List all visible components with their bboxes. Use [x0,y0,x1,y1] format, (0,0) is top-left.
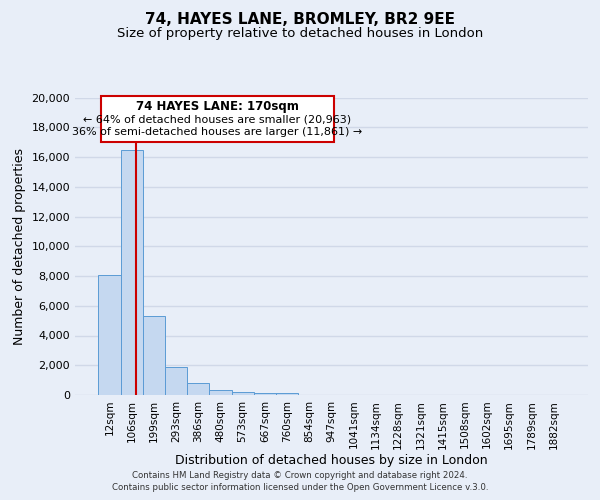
Text: 74 HAYES LANE: 170sqm: 74 HAYES LANE: 170sqm [136,100,299,112]
FancyBboxPatch shape [101,96,334,142]
Bar [276,394,298,395]
Text: ← 64% of detached houses are smaller (20,963): ← 64% of detached houses are smaller (20… [83,114,351,124]
Text: Size of property relative to detached houses in London: Size of property relative to detached ho… [117,28,483,40]
Text: Contains HM Land Registry data © Crown copyright and database right 2024.: Contains HM Land Registry data © Crown c… [132,471,468,480]
Bar [121,150,143,395]
Text: 36% of semi-detached houses are larger (11,861) →: 36% of semi-detached houses are larger (… [72,127,362,137]
Bar [143,316,165,395]
Bar [209,390,232,395]
Bar [165,368,187,395]
Y-axis label: Number of detached properties: Number of detached properties [13,148,26,345]
X-axis label: Distribution of detached houses by size in London: Distribution of detached houses by size … [175,454,488,467]
Text: 74, HAYES LANE, BROMLEY, BR2 9EE: 74, HAYES LANE, BROMLEY, BR2 9EE [145,12,455,28]
Bar [254,393,276,395]
Bar [98,274,121,395]
Text: Contains public sector information licensed under the Open Government Licence v.: Contains public sector information licen… [112,483,488,492]
Bar [232,392,254,395]
Bar [187,384,209,395]
